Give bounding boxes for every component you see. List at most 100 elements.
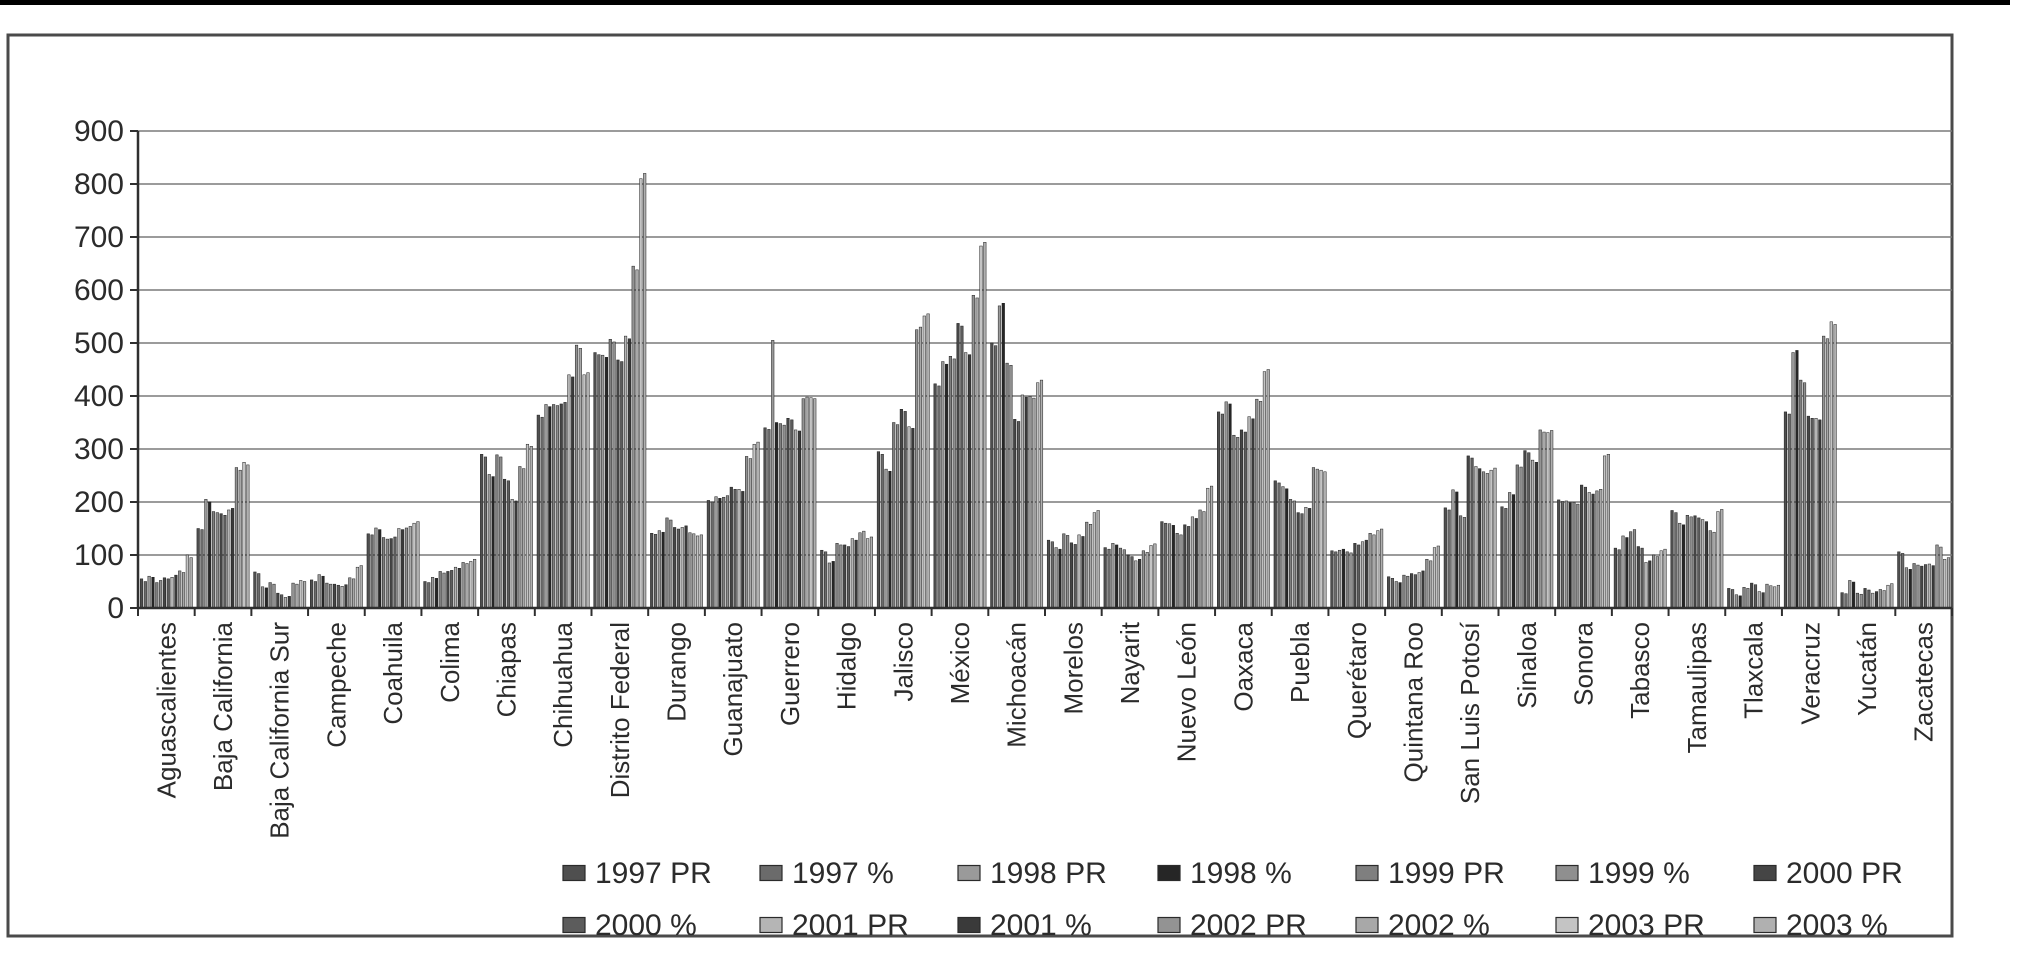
bar xyxy=(1734,594,1738,609)
bar xyxy=(1776,584,1780,609)
bar xyxy=(1485,473,1489,609)
bar xyxy=(510,499,514,609)
bar xyxy=(1822,335,1826,609)
bar xyxy=(1515,464,1519,609)
bar xyxy=(1757,591,1761,609)
bar xyxy=(1939,546,1943,609)
bar xyxy=(1727,588,1731,609)
bar xyxy=(1576,503,1580,609)
x-tick-label: Chiapas xyxy=(491,622,521,717)
bar xyxy=(771,340,775,609)
bar xyxy=(1349,552,1353,609)
bar xyxy=(1708,530,1712,609)
bar xyxy=(1523,450,1527,609)
bar xyxy=(1171,525,1175,609)
bar xyxy=(854,539,858,609)
bar xyxy=(1478,468,1482,609)
x-tick-label: Chihuahua xyxy=(548,621,578,747)
bar xyxy=(1455,491,1459,609)
bar xyxy=(835,543,839,609)
bar xyxy=(1319,469,1323,609)
legend-label: 1997 % xyxy=(792,857,894,890)
bar xyxy=(1118,547,1123,609)
bar xyxy=(888,471,892,609)
bar xyxy=(1871,592,1875,609)
bar xyxy=(1288,499,1293,609)
bar xyxy=(971,295,975,609)
x-tick-label: Yucatán xyxy=(1852,622,1882,716)
x-tick-label: Durango xyxy=(662,622,692,722)
x-tick-label: Oaxaca xyxy=(1228,621,1258,711)
bar xyxy=(1678,522,1682,609)
bar xyxy=(1251,418,1255,609)
bar xyxy=(1436,545,1440,609)
bar xyxy=(1126,554,1130,609)
bar xyxy=(272,583,276,609)
bar xyxy=(1103,547,1107,609)
bar xyxy=(653,534,658,609)
bar xyxy=(283,597,287,609)
legend-swatch xyxy=(1355,864,1379,882)
y-tick-label: 700 xyxy=(74,221,124,254)
bar xyxy=(246,464,250,609)
bar xyxy=(937,385,941,609)
bar xyxy=(1474,466,1478,609)
bar xyxy=(926,313,930,609)
bar xyxy=(627,338,631,609)
bar xyxy=(1924,564,1928,609)
bar xyxy=(370,534,374,609)
bar xyxy=(1761,592,1765,609)
bar xyxy=(1712,531,1716,609)
y-tick-label: 900 xyxy=(74,115,124,148)
bar xyxy=(1704,521,1709,609)
bar xyxy=(983,242,987,609)
bar xyxy=(673,527,677,609)
legend-label: 2002 % xyxy=(1388,909,1490,942)
bar xyxy=(147,575,151,609)
x-tick-label: Baja California xyxy=(208,621,238,791)
bar xyxy=(1107,548,1111,609)
bar xyxy=(1746,588,1750,609)
bar xyxy=(151,577,155,609)
bar xyxy=(1236,437,1240,609)
bar xyxy=(574,344,579,609)
bar xyxy=(238,469,242,609)
bar xyxy=(710,501,714,609)
bar xyxy=(741,491,745,609)
bar xyxy=(1432,547,1437,609)
bar xyxy=(997,305,1002,609)
bar xyxy=(431,577,435,609)
bar xyxy=(1164,522,1168,609)
bar xyxy=(896,424,900,609)
bar xyxy=(571,376,575,609)
bar xyxy=(582,374,586,609)
bar xyxy=(1277,482,1281,609)
bar xyxy=(892,422,896,609)
bar xyxy=(1190,516,1194,609)
bar xyxy=(945,363,949,609)
bar xyxy=(1557,499,1561,609)
x-tick-label: Sonora xyxy=(1569,621,1599,705)
bar xyxy=(1292,500,1296,609)
bar xyxy=(1795,350,1799,609)
bar xyxy=(1013,419,1017,609)
bar xyxy=(1368,533,1372,609)
bar xyxy=(1878,589,1882,609)
bar xyxy=(1334,551,1338,609)
x-tick-label: Campeche xyxy=(321,622,351,748)
bar xyxy=(650,533,654,609)
bar xyxy=(1364,539,1368,609)
bar xyxy=(1685,515,1689,609)
bar xyxy=(143,581,147,609)
bar xyxy=(1338,549,1342,609)
bar xyxy=(1217,411,1221,609)
bar xyxy=(1769,585,1773,609)
bar xyxy=(903,411,907,609)
bar xyxy=(1239,429,1244,609)
bar xyxy=(1946,557,1951,609)
bar xyxy=(794,429,798,609)
bar xyxy=(1542,431,1546,609)
legend-swatch xyxy=(1157,864,1181,882)
bar xyxy=(635,269,639,609)
bar xyxy=(1814,418,1818,609)
